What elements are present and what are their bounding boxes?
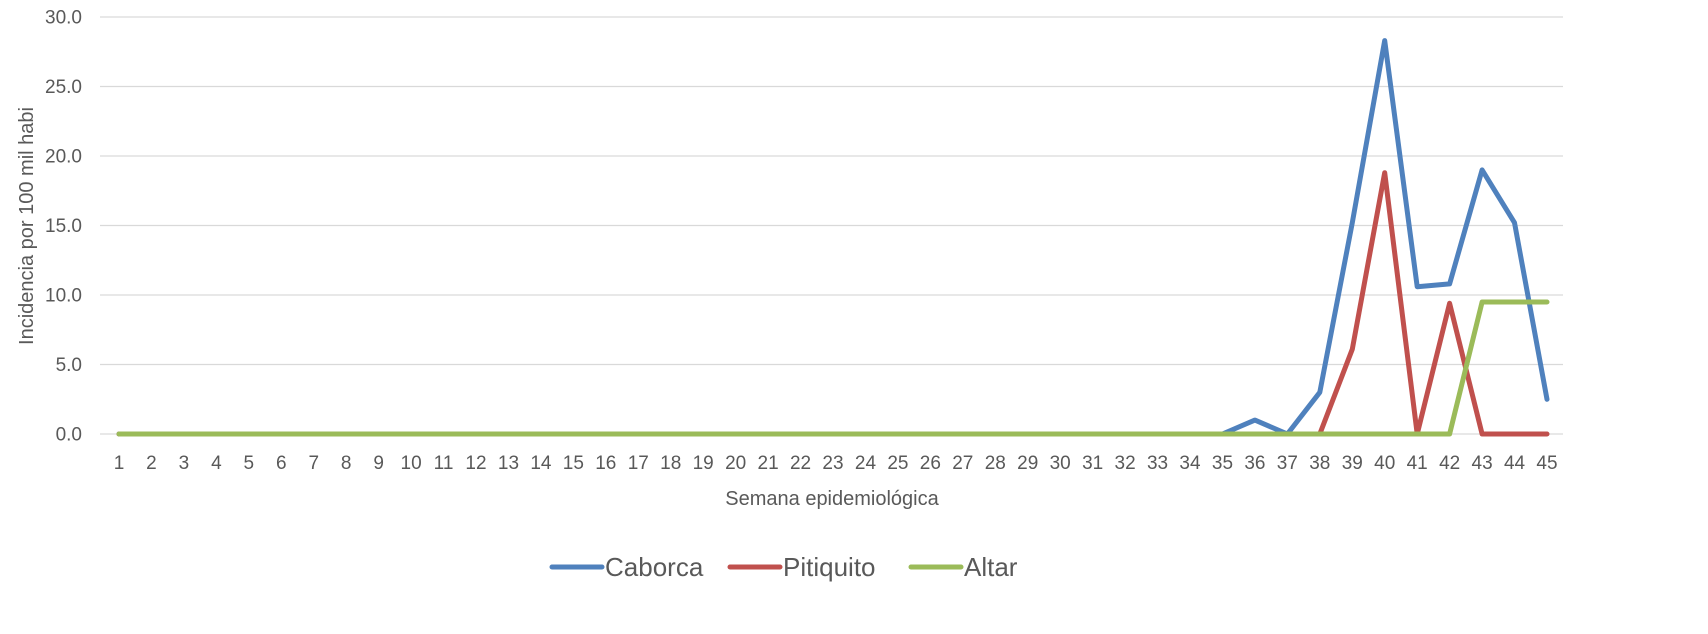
y-tick-label: 10.0 (45, 286, 82, 307)
y-tick-label: 5.0 (56, 355, 82, 376)
legend-label: Altar (964, 552, 1018, 582)
legend-label: Pitiquito (783, 552, 876, 582)
x-tick-label: 17 (628, 453, 649, 474)
series-line-altar (116, 299, 1550, 437)
x-tick-label: 4 (211, 453, 222, 474)
x-tick-label: 18 (660, 453, 681, 474)
x-tick-label: 11 (434, 453, 454, 474)
x-axis-ticks: 1 2 3 4 5 6 7 8 9 10 11 12 13 14 15 16 17 18 19 20 21 22 23 24 2… (114, 453, 1558, 474)
x-tick-label: 23 (822, 453, 843, 474)
x-tick-label: 10 (401, 453, 422, 474)
x-tick-label: 14 (530, 453, 552, 474)
x-tick-label: 45 (1536, 453, 1557, 474)
series-lines (116, 38, 1550, 437)
x-tick-label: 32 (1115, 453, 1136, 474)
legend-item-altar: Altar (908, 552, 1018, 582)
x-tick-label: 41 (1407, 453, 1428, 474)
series-line-pitiquito (116, 170, 1550, 437)
x-tick-label: 16 (595, 453, 616, 474)
x-tick-label: 24 (855, 453, 877, 474)
series-line-caborca (116, 38, 1550, 437)
x-tick-label: 35 (1212, 453, 1233, 474)
x-tick-label: 28 (985, 453, 1006, 474)
x-tick-label: 1 (114, 453, 125, 474)
legend-item-pitiquito: Pitiquito (727, 552, 876, 582)
x-tick-label: 13 (498, 453, 519, 474)
x-tick-label: 20 (725, 453, 746, 474)
x-tick-label: 33 (1147, 453, 1168, 474)
x-tick-label: 12 (465, 453, 486, 474)
x-tick-label: 5 (244, 453, 255, 474)
y-tick-label: 25.0 (45, 77, 82, 98)
x-tick-label: 7 (308, 453, 319, 474)
x-tick-label: 42 (1439, 453, 1460, 474)
legend-label: Caborca (605, 552, 704, 582)
x-tick-label: 43 (1472, 453, 1493, 474)
legend: Caborca Pitiquito Altar (549, 552, 1018, 582)
x-tick-label: 15 (563, 453, 584, 474)
x-tick-label: 3 (179, 453, 190, 474)
x-tick-label: 25 (887, 453, 908, 474)
y-tick-label: 30.0 (45, 8, 82, 29)
y-axis-title: Incidencia por 100 mil habi (16, 107, 38, 345)
x-tick-label: 21 (758, 453, 779, 474)
x-tick-label: 39 (1342, 453, 1363, 474)
x-tick-label: 37 (1277, 453, 1298, 474)
x-tick-label: 29 (1017, 453, 1038, 474)
x-tick-label: 22 (790, 453, 811, 474)
x-tick-label: 2 (146, 453, 157, 474)
x-tick-label: 19 (693, 453, 714, 474)
gridlines (100, 16, 1563, 435)
x-tick-label: 27 (952, 453, 973, 474)
x-tick-label: 36 (1244, 453, 1265, 474)
x-axis-title: Semana epidemiológica (725, 488, 939, 510)
y-tick-label: 20.0 (45, 147, 82, 168)
x-tick-label: 44 (1504, 453, 1526, 474)
x-tick-label: 8 (341, 453, 352, 474)
x-tick-label: 31 (1082, 453, 1103, 474)
x-tick-label: 40 (1374, 453, 1395, 474)
x-tick-label: 9 (373, 453, 384, 474)
y-axis-ticks: 0.0 5.0 10.0 15.0 20.0 25.0 30.0 (45, 8, 82, 446)
x-tick-label: 38 (1309, 453, 1330, 474)
x-tick-label: 34 (1179, 453, 1201, 474)
legend-item-caborca: Caborca (549, 552, 704, 582)
y-tick-label: 0.0 (56, 425, 82, 446)
y-tick-label: 15.0 (45, 216, 82, 237)
x-tick-label: 30 (1050, 453, 1071, 474)
x-tick-label: 6 (276, 453, 287, 474)
x-tick-label: 26 (920, 453, 941, 474)
